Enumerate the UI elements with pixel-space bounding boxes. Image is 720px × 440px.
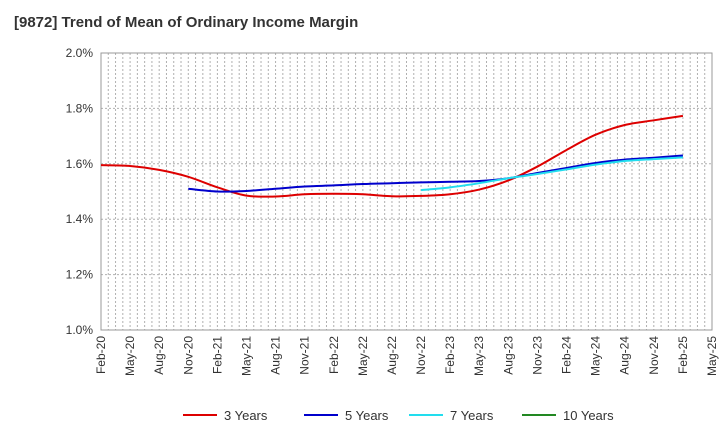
x-tick-label: Feb-25 [676, 336, 690, 374]
x-tick-label: Feb-23 [443, 336, 457, 374]
x-tick-label: Aug-24 [618, 336, 632, 375]
chart-title: [9872] Trend of Mean of Ordinary Income … [14, 14, 359, 31]
x-tick-label: Aug-22 [385, 336, 399, 375]
x-tick-label: Feb-20 [94, 336, 108, 374]
x-tick-label: May-21 [239, 336, 253, 376]
x-tick-label: Nov-21 [298, 336, 312, 375]
x-tick-label: May-23 [472, 336, 486, 376]
legend-label-7-years: 7 Years [450, 408, 494, 423]
x-tick-label: Aug-20 [152, 336, 166, 375]
x-tick-label: Aug-21 [269, 336, 283, 375]
x-tick-label: Feb-22 [327, 336, 341, 374]
series-line-5-years [188, 154, 683, 193]
series-line-7-years [420, 156, 683, 192]
x-tick-label: May-20 [123, 336, 137, 376]
plot-area-border [100, 52, 713, 331]
series-line-3-years [100, 114, 684, 198]
legend-label-3-years: 3 Years [224, 408, 268, 423]
x-tick-label: Feb-21 [210, 336, 224, 374]
x-tick-label: May-25 [705, 336, 719, 376]
x-tick-label: Nov-22 [414, 336, 428, 375]
x-tick-label: May-22 [356, 336, 370, 376]
x-tick-label: May-24 [589, 336, 603, 376]
y-tick-label: 1.2% [66, 268, 94, 282]
x-tick-label: Nov-20 [181, 336, 195, 375]
x-tick-label: Nov-23 [530, 336, 544, 375]
x-tick-label: Nov-24 [647, 336, 661, 375]
y-tick-label: 1.6% [66, 157, 94, 171]
x-tick-label: Aug-23 [501, 336, 515, 375]
y-tick-label: 2.0% [66, 46, 94, 60]
y-tick-label: 1.0% [66, 323, 94, 337]
y-tick-label: 1.8% [66, 101, 94, 115]
x-tick-label: Feb-24 [560, 336, 574, 374]
legend-label-5-years: 5 Years [345, 408, 389, 423]
legend-label-10-years: 10 Years [563, 408, 614, 423]
y-tick-label: 1.4% [66, 212, 94, 226]
